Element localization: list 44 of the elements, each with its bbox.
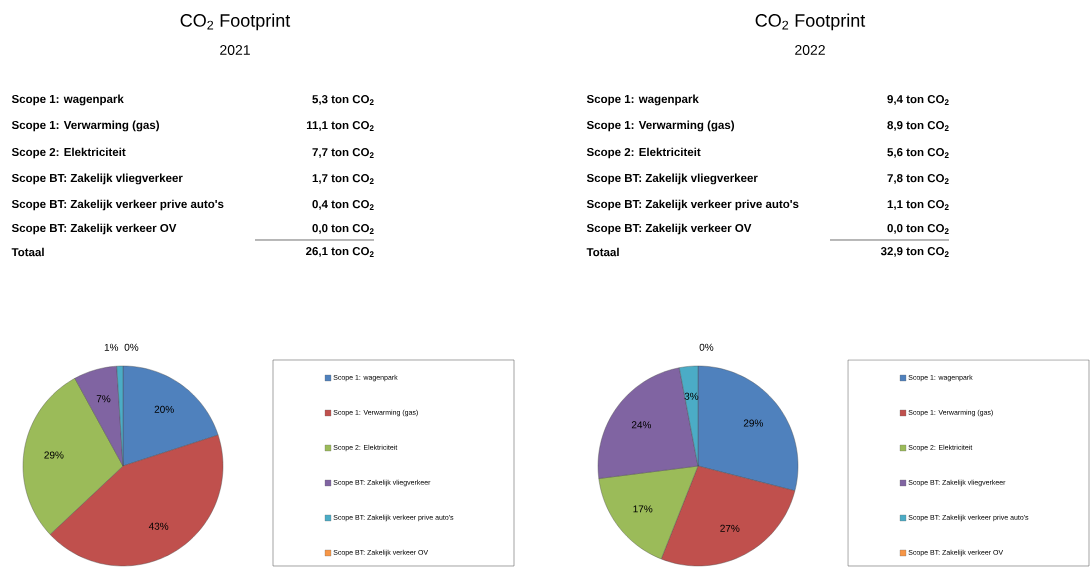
text: 5,6 ton CO$_{2}$ — [887, 148, 949, 158]
category-label: Scope 1: Verwarming (gas) — [586, 120, 735, 132]
text: Totaal — [11, 247, 44, 257]
text: 8,9 ton CO$_{2}$ — [887, 121, 949, 131]
data-label: 27% — [720, 524, 740, 532]
text: 0,0 ton CO$_{2}$ — [312, 224, 374, 234]
text: 0,4 ton CO$_{2}$ — [312, 200, 374, 210]
text: Totaal — [586, 247, 619, 257]
data-label: 29% — [743, 419, 763, 427]
text: 7,8 ton CO$_{2}$ — [887, 174, 949, 184]
text: 0,0 ton CO$_{2}$ — [887, 224, 949, 234]
category-label: Scope BT: Zakelijk vliegverkeer — [11, 173, 183, 185]
chart-title: CO$_{2}$ Footprint — [180, 13, 291, 31]
category-label: Scope 1: wagenpark — [11, 94, 124, 106]
category-label: Scope BT: Zakelijk verkeer OV — [586, 223, 752, 235]
data-label: 29% — [44, 451, 64, 459]
text: 7,7 ton CO$_{2}$ — [312, 148, 374, 158]
category-label: Scope 1: Verwarming (gas) — [11, 120, 160, 132]
data-label: 17% — [633, 505, 653, 513]
text: 5,3 ton CO$_{2}$ — [312, 95, 374, 105]
category-label: Scope BT: Zakelijk verkeer prive auto's — [586, 199, 799, 211]
data-label: 43% — [148, 522, 169, 530]
text: 26,1 ton CO$_{2}$ — [305, 247, 374, 257]
category-label: Scope 1: wagenpark — [586, 94, 699, 106]
category-label: Scope 2: Elektriciteit — [586, 147, 701, 159]
text: 32,9 ton CO$_{2}$ — [880, 247, 949, 257]
text: 9,4 ton CO$_{2}$ — [887, 95, 949, 105]
text: 1,1 ton CO$_{2}$ — [887, 200, 949, 210]
data-label: 1% — [104, 343, 119, 351]
category-label: Scope BT: Zakelijk verkeer OV — [11, 223, 177, 235]
data-label: 7% — [96, 395, 111, 403]
text: 11,1 ton CO$_{2}$ — [306, 121, 374, 131]
data-label: 24% — [631, 421, 652, 429]
category-label: Scope BT: Zakelijk verkeer prive auto's — [11, 199, 224, 211]
chart-title: CO$_{2}$ Footprint — [755, 13, 866, 31]
chart-subtitle: 2022 — [795, 45, 825, 55]
text: 0% — [124, 343, 139, 351]
category-label: Scope BT: Zakelijk vliegverkeer — [586, 173, 758, 185]
text: 1,7 ton CO$_{2}$ — [312, 174, 374, 184]
category-label: Scope 2: Elektriciteit — [11, 147, 126, 159]
data-label: 20% — [154, 405, 174, 413]
text: 0% — [699, 343, 714, 351]
data-label: 3% — [684, 392, 699, 400]
chart-subtitle: 2021 — [220, 45, 250, 55]
